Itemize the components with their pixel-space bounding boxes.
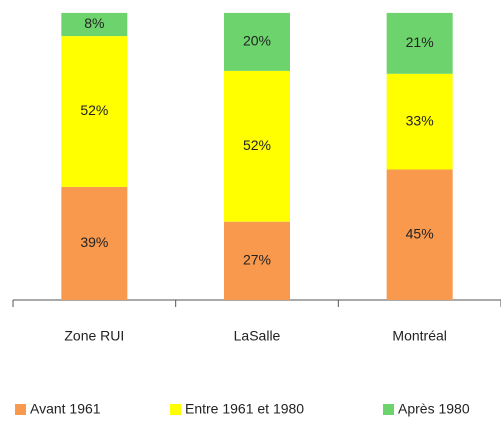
- x-tick-label: LaSalle: [234, 328, 281, 344]
- data-label: 52%: [80, 102, 108, 118]
- legend-swatch: [383, 404, 394, 415]
- bar-segment: [61, 36, 128, 187]
- bar-segment: [224, 12, 290, 71]
- bar-segment: [61, 12, 128, 37]
- data-label: 20%: [243, 33, 271, 49]
- bar-segment: [224, 70, 290, 222]
- bar-segment: [386, 12, 453, 74]
- data-label: 33%: [406, 112, 434, 128]
- data-label: 45%: [406, 225, 434, 241]
- legend-label: Après 1980: [398, 401, 470, 417]
- legend-label: Avant 1961: [30, 401, 101, 417]
- data-label: 39%: [80, 234, 108, 250]
- bar-segment: [61, 186, 128, 300]
- x-tick-label: Zone RUI: [64, 328, 124, 344]
- bar-segment: [386, 73, 453, 170]
- legend-label: Entre 1961 et 1980: [185, 401, 304, 417]
- legend-swatch: [15, 404, 26, 415]
- data-label: 8%: [84, 15, 104, 31]
- legend-swatch: [170, 404, 181, 415]
- data-label: 52%: [243, 137, 271, 153]
- data-label: 27%: [243, 252, 271, 268]
- data-label: 21%: [406, 34, 434, 50]
- bar-segment: [224, 221, 290, 300]
- bar-segment: [386, 169, 453, 300]
- x-tick-label: Montréal: [392, 328, 446, 344]
